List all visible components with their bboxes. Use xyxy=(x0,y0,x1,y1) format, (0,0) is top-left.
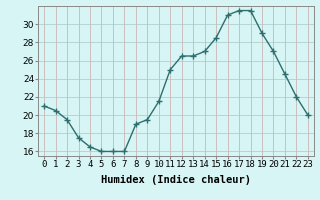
X-axis label: Humidex (Indice chaleur): Humidex (Indice chaleur) xyxy=(101,175,251,185)
